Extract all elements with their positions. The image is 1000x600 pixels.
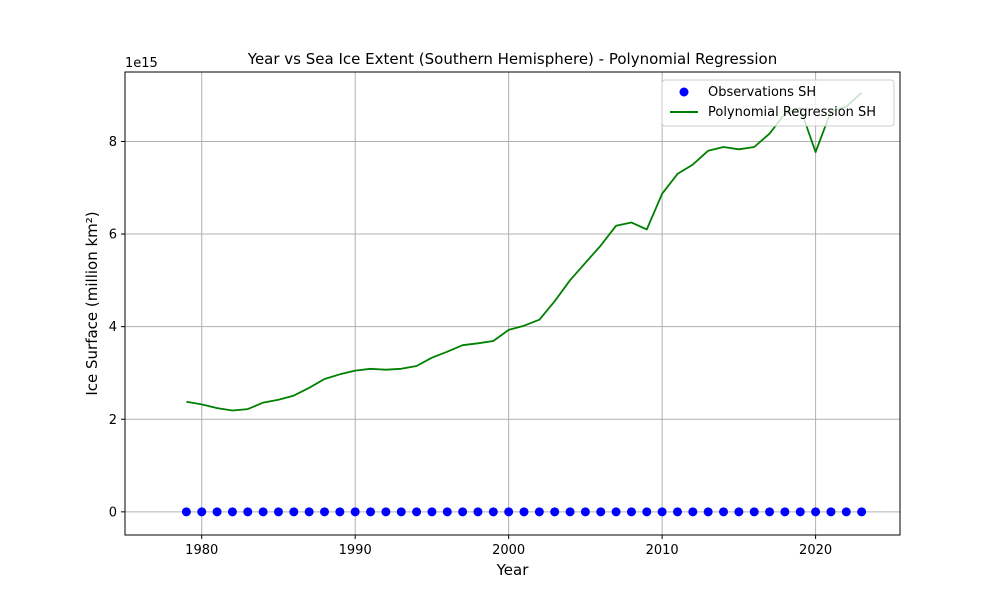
legend-marker-observations <box>679 87 689 97</box>
observation-point <box>780 507 790 517</box>
y-tick-label: 0 <box>109 505 117 520</box>
regression-line <box>186 92 863 412</box>
observation-point <box>626 507 636 517</box>
y-tick-label: 6 <box>109 228 117 243</box>
observation-point <box>258 507 268 517</box>
axis-ticks: 1980 1990 2000 2010 2020 0 2 4 6 8 <box>109 135 832 558</box>
observation-point <box>504 507 514 517</box>
observation-point <box>181 507 191 517</box>
observation-point <box>304 507 314 517</box>
observation-point <box>381 507 391 517</box>
observation-point <box>427 507 437 517</box>
observation-point <box>197 507 207 517</box>
x-tick-label: 1990 <box>339 543 372 558</box>
observation-point <box>550 507 560 517</box>
observation-point <box>442 507 452 517</box>
legend-box <box>661 79 895 127</box>
observation-point <box>243 507 253 517</box>
observation-point <box>473 507 483 517</box>
observation-point <box>596 507 606 517</box>
observation-point <box>688 507 698 517</box>
x-tick-label: 2020 <box>799 543 832 558</box>
y-axis-label: Ice Surface (million km²) <box>83 211 101 395</box>
y-offset-text: 1e15 <box>125 56 158 71</box>
observation-point <box>642 507 652 517</box>
observation-point <box>335 507 345 517</box>
observation-point <box>273 507 283 517</box>
observation-point <box>212 507 222 517</box>
plot-area-frame <box>124 71 901 536</box>
plot-data <box>181 92 867 517</box>
observation-point <box>719 507 729 517</box>
observation-point <box>519 507 529 517</box>
observation-point <box>350 507 360 517</box>
observation-point <box>366 507 376 517</box>
observation-point <box>811 507 821 517</box>
x-axis-label: Year <box>496 561 530 579</box>
x-tick-label: 1980 <box>185 543 218 558</box>
observation-point <box>672 507 682 517</box>
observation-point <box>611 507 621 517</box>
x-tick-label: 2010 <box>646 543 679 558</box>
legend-label-regression: Polynomial Regression SH <box>708 105 876 120</box>
observation-point <box>749 507 759 517</box>
observation-point <box>580 507 590 517</box>
observation-point <box>565 507 575 517</box>
observation-point <box>396 507 406 517</box>
observation-point <box>841 507 851 517</box>
observation-point <box>765 507 775 517</box>
observation-point <box>320 507 330 517</box>
observation-point <box>826 507 836 517</box>
x-tick-label: 2000 <box>492 543 525 558</box>
observation-point <box>289 507 299 517</box>
observation-point <box>657 507 667 517</box>
observation-point <box>734 507 744 517</box>
observation-point <box>412 507 422 517</box>
chart-title: Year vs Sea Ice Extent (Southern Hemisph… <box>247 50 777 68</box>
legend: Observations SH Polynomial Regression SH <box>661 79 895 127</box>
observation-point <box>703 507 713 517</box>
observation-point <box>534 507 544 517</box>
y-tick-label: 2 <box>109 413 117 428</box>
observation-point <box>795 507 805 517</box>
observation-point <box>227 507 237 517</box>
y-tick-label: 4 <box>109 320 117 335</box>
observation-point <box>458 507 468 517</box>
observation-point <box>488 507 498 517</box>
observation-point <box>857 507 867 517</box>
y-tick-label: 8 <box>109 135 117 150</box>
legend-label-observations: Observations SH <box>708 85 816 100</box>
